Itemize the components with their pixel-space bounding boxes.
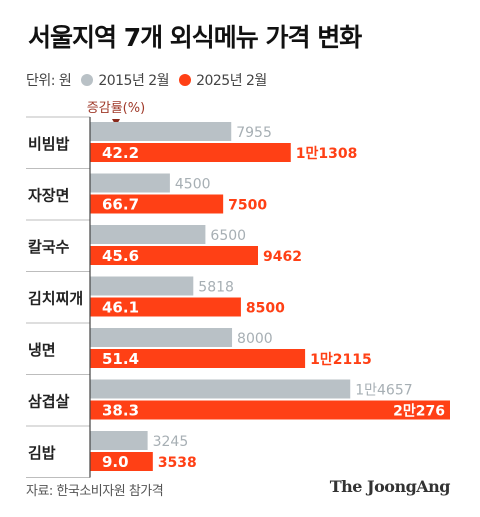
bar-2025 <box>90 194 224 214</box>
brand-logo: The JoongAng <box>329 477 451 496</box>
value-label-2025: 8500 <box>246 301 285 317</box>
increase-rate-header: 증감률(%) <box>87 101 145 116</box>
bar-2025 <box>90 400 450 420</box>
increase-rate-label: 9.0 <box>102 453 129 471</box>
value-label-2015: 4500 <box>175 177 211 193</box>
bar-2025 <box>90 297 241 317</box>
increase-rate-label: 42.2 <box>102 144 139 162</box>
bar-2025 <box>90 246 258 265</box>
value-label-2025: 3538 <box>158 455 197 471</box>
legend-swatch-2015 <box>81 74 94 86</box>
bar-2015 <box>90 122 232 141</box>
increase-rate-label: 66.7 <box>102 196 139 214</box>
chart-title: 서울지역 7개 외식메뉴 가격 변화 <box>28 23 362 52</box>
value-label-2025: 7500 <box>228 198 267 214</box>
bar-2015 <box>90 431 148 450</box>
value-label-2025: 1만2115 <box>310 352 372 368</box>
increase-rate-label: 38.3 <box>102 402 139 420</box>
bar-2025 <box>90 452 153 471</box>
value-label-2025: 2만276 <box>393 404 445 420</box>
category-label: 삼겹살 <box>28 392 70 410</box>
bar-2015 <box>90 328 233 347</box>
legend: 단위: 원 2015년 2월 2025년 2월 <box>26 70 267 90</box>
legend-swatch-2025 <box>179 74 192 86</box>
value-label-2025: 1만1308 <box>296 146 358 162</box>
increase-rate-label: 46.1 <box>102 299 139 317</box>
unit-label: 단위: 원 <box>26 73 72 89</box>
increase-rate-label: 51.4 <box>102 350 139 368</box>
bar-2025 <box>90 143 291 162</box>
source-note: 자료: 한국소비자원 참가격 <box>26 484 164 499</box>
value-label-2015: 7955 <box>236 125 272 141</box>
value-label-2015: 1만4657 <box>355 383 412 399</box>
bar-2015 <box>90 379 351 399</box>
value-label-2015: 5818 <box>198 280 234 296</box>
category-label: 자장면 <box>28 186 69 204</box>
increase-rate-label: 45.6 <box>102 247 139 265</box>
bar-2025 <box>90 349 306 368</box>
category-label: 김밥 <box>28 444 56 462</box>
legend-label-2015: 2015년 2월 <box>98 73 170 89</box>
bar-2015 <box>90 225 206 244</box>
value-label-2015: 6500 <box>210 228 246 244</box>
bar-2015 <box>90 173 170 193</box>
category-label: 칼국수 <box>28 238 70 256</box>
legend-label-2025: 2025년 2월 <box>196 73 267 89</box>
category-label: 김치찌개 <box>28 289 83 307</box>
bar-2015 <box>90 276 194 296</box>
value-label-2015: 8000 <box>237 331 273 347</box>
value-label-2025: 9462 <box>263 249 302 265</box>
category-label: 비빔밥 <box>28 135 70 153</box>
category-label: 냉면 <box>28 341 56 359</box>
value-label-2015: 3245 <box>153 434 189 450</box>
